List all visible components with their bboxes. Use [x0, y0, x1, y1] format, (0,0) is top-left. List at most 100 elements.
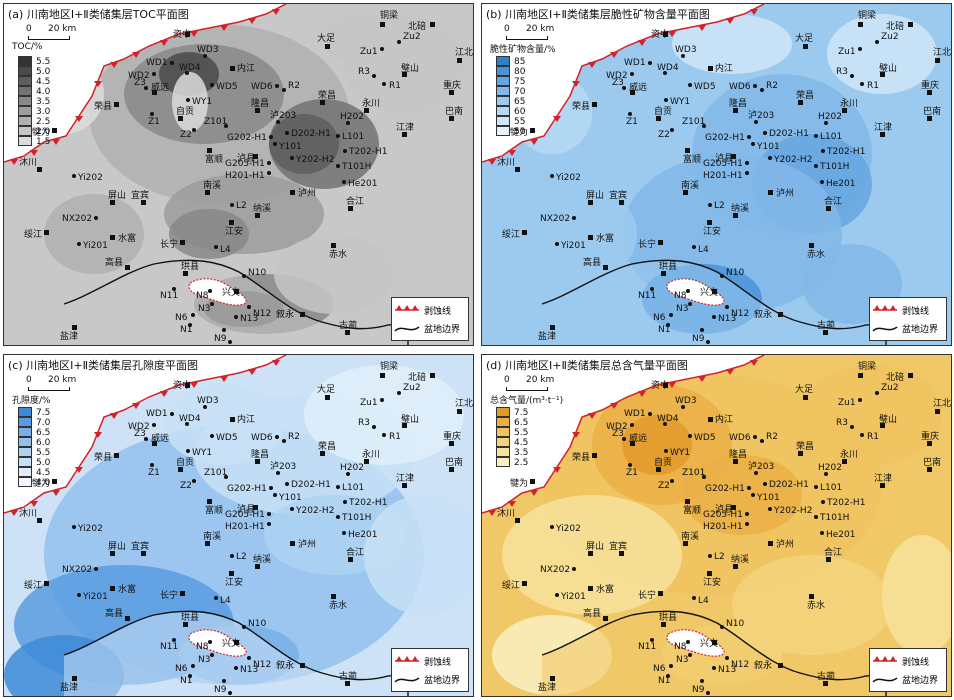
well-marker: [763, 482, 767, 486]
well-marker: [814, 134, 818, 138]
city-marker: [44, 581, 49, 586]
city-marker: [858, 373, 863, 378]
well-marker: [336, 515, 340, 519]
legend-swatch: [496, 96, 510, 106]
well-label: Z2: [180, 481, 192, 491]
city-marker: [708, 66, 713, 71]
erosion-tick: [750, 9, 758, 15]
city-marker: [229, 220, 234, 225]
legend-swatch: [18, 116, 32, 126]
erosion-tick: [132, 403, 140, 409]
city-label: 荣昌: [796, 442, 815, 452]
erosion-tick: [248, 18, 256, 24]
legend-tick-label: 3.5: [36, 97, 51, 107]
city-marker: [522, 581, 527, 586]
city-label: 重庆: [921, 432, 940, 442]
city-label: 盐津: [538, 332, 557, 342]
well-marker: [346, 121, 350, 125]
city-marker: [630, 90, 635, 95]
city-label: 沐川: [497, 158, 516, 168]
well-label: Z101: [204, 117, 228, 127]
city-label: 古蔺: [817, 672, 836, 682]
well-marker: [144, 86, 148, 90]
well-label: R1: [389, 432, 401, 442]
contour-zone: [732, 555, 892, 655]
city-marker: [402, 423, 407, 428]
well-marker: [247, 305, 251, 309]
well-label: WD5: [216, 433, 238, 443]
city-label: 屏山: [586, 191, 605, 201]
city-label: 犍为: [510, 479, 529, 489]
city-marker: [457, 409, 462, 414]
well-label: Z3: [612, 78, 624, 88]
city-marker: [685, 148, 690, 153]
legend-swatch: [18, 106, 32, 116]
well-label: Yi202: [556, 524, 581, 534]
well-label: WY1: [670, 97, 691, 107]
erosion-line: [4, 4, 287, 163]
well-marker: [152, 423, 156, 427]
legend-erosion-label: 剥蚀线: [902, 307, 930, 317]
well-label: N11: [160, 291, 179, 301]
city-label: 威远: [151, 434, 170, 444]
well-label: H202: [818, 112, 842, 122]
erosion-tick: [890, 656, 896, 661]
city-label: 水富: [596, 234, 615, 244]
city-label: 沐川: [497, 509, 516, 519]
city-marker: [712, 289, 717, 294]
well-marker: [282, 88, 286, 92]
well-label: T101H: [342, 162, 372, 172]
erosion-tick: [396, 305, 402, 310]
well-label: L101: [820, 483, 843, 493]
city-marker: [364, 108, 369, 113]
well-label: N1: [658, 325, 671, 335]
erosion-tick: [610, 403, 618, 409]
city-marker: [798, 100, 803, 105]
well-label: N8: [674, 642, 687, 652]
well-marker: [276, 120, 280, 124]
city-marker: [152, 441, 157, 446]
well-label: Z1: [626, 468, 638, 478]
scale-bar-line: [506, 36, 548, 40]
well-marker: [230, 203, 234, 207]
erosion-tick: [190, 382, 198, 388]
city-label: 铜梁: [380, 11, 399, 21]
contour-zone: [304, 365, 464, 465]
well-label: N8: [196, 642, 209, 652]
legend-tick-label: 2.5: [514, 458, 529, 468]
legend-tick-label: 50: [514, 127, 526, 137]
xingwen-eroded-area: [666, 629, 725, 657]
well-label: Yi201: [561, 241, 586, 251]
well-marker: [720, 274, 724, 278]
city-marker: [110, 586, 115, 591]
well-label: R2: [766, 432, 778, 442]
city-marker: [515, 167, 520, 172]
well-marker: [708, 203, 712, 207]
legend-tick-label: 5.0: [36, 67, 51, 77]
city-label: 资中: [173, 381, 192, 391]
city-label: 江北: [455, 48, 474, 58]
city-label: 叙永: [754, 661, 773, 671]
well-marker: [72, 525, 76, 529]
legend-swatch: [18, 56, 32, 66]
city-marker: [768, 190, 773, 195]
well-label: N6: [175, 313, 188, 323]
city-marker: [685, 499, 690, 504]
legend-tick-label: 7.5: [514, 408, 529, 418]
erosion-tick: [412, 305, 418, 310]
well-marker: [753, 435, 757, 439]
city-marker: [823, 330, 828, 335]
city-marker: [207, 499, 212, 504]
legend-tick-label: 4.5: [36, 468, 51, 478]
well-label: N13: [718, 314, 737, 324]
legend-swatch: [496, 66, 510, 76]
city-marker: [927, 90, 932, 95]
well-marker: [228, 691, 232, 695]
city-label: 永川: [362, 450, 381, 460]
well-marker: [753, 84, 757, 88]
legend-boundary-label: 盆地边界: [424, 676, 461, 686]
city-label: 长宁: [160, 591, 179, 601]
city-marker: [331, 594, 336, 599]
city-label: 泸县: [715, 154, 734, 164]
city-label: 泸州: [298, 540, 317, 550]
